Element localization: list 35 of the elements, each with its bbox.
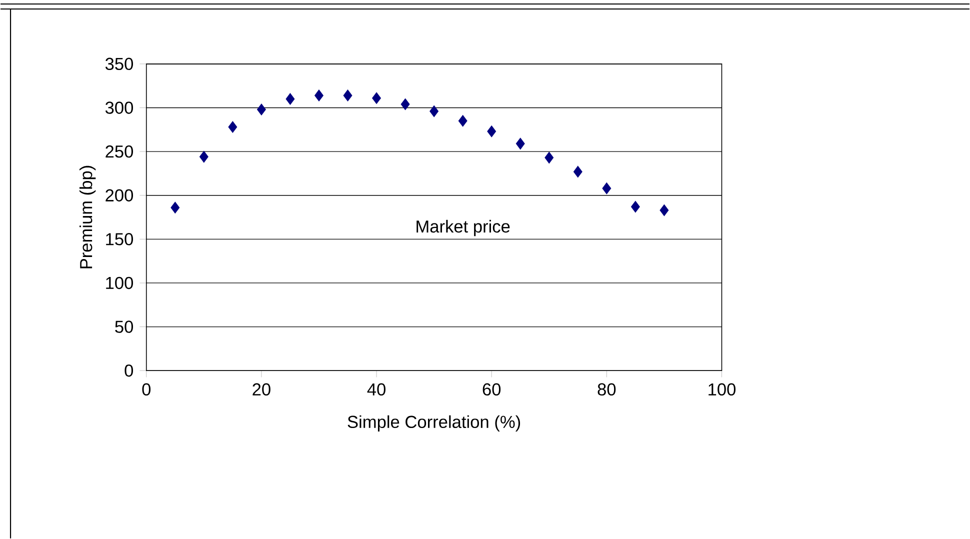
point [286,93,295,105]
x-tick-label: 100 [708,383,736,396]
x-tick-label: 80 [598,383,616,396]
x-tick-label: 20 [252,383,270,396]
point [228,121,238,133]
point [400,98,410,110]
y-tick-label: 150 [106,233,134,246]
y-tick-label: 100 [106,276,134,290]
point [343,90,352,102]
y-tick-label: 350 [105,58,134,70]
x-axis-title: Simple Correlation (%) [348,415,520,432]
y-tick-label: 250 [106,145,134,158]
point [314,90,324,102]
point [430,105,439,118]
point [516,138,525,150]
point [256,104,266,116]
point [602,182,612,194]
y-tick-label: 50 [115,320,134,333]
x-tick-label: 40 [367,383,386,396]
point [170,202,180,214]
point [199,150,208,163]
y-tick-label: 0 [124,364,134,377]
y-tick-label: 200 [106,189,134,202]
point [630,200,640,213]
point [372,92,381,104]
y-axis-title: Premium (bp) [80,166,96,268]
point [544,152,554,164]
point [458,115,468,127]
point [573,166,582,178]
y-tick-label: 300 [105,102,134,114]
x-tick-label: 60 [482,383,501,396]
point [660,204,669,216]
x-tick-label: 0 [142,383,151,396]
point [487,126,496,138]
text: Market price [416,220,510,236]
